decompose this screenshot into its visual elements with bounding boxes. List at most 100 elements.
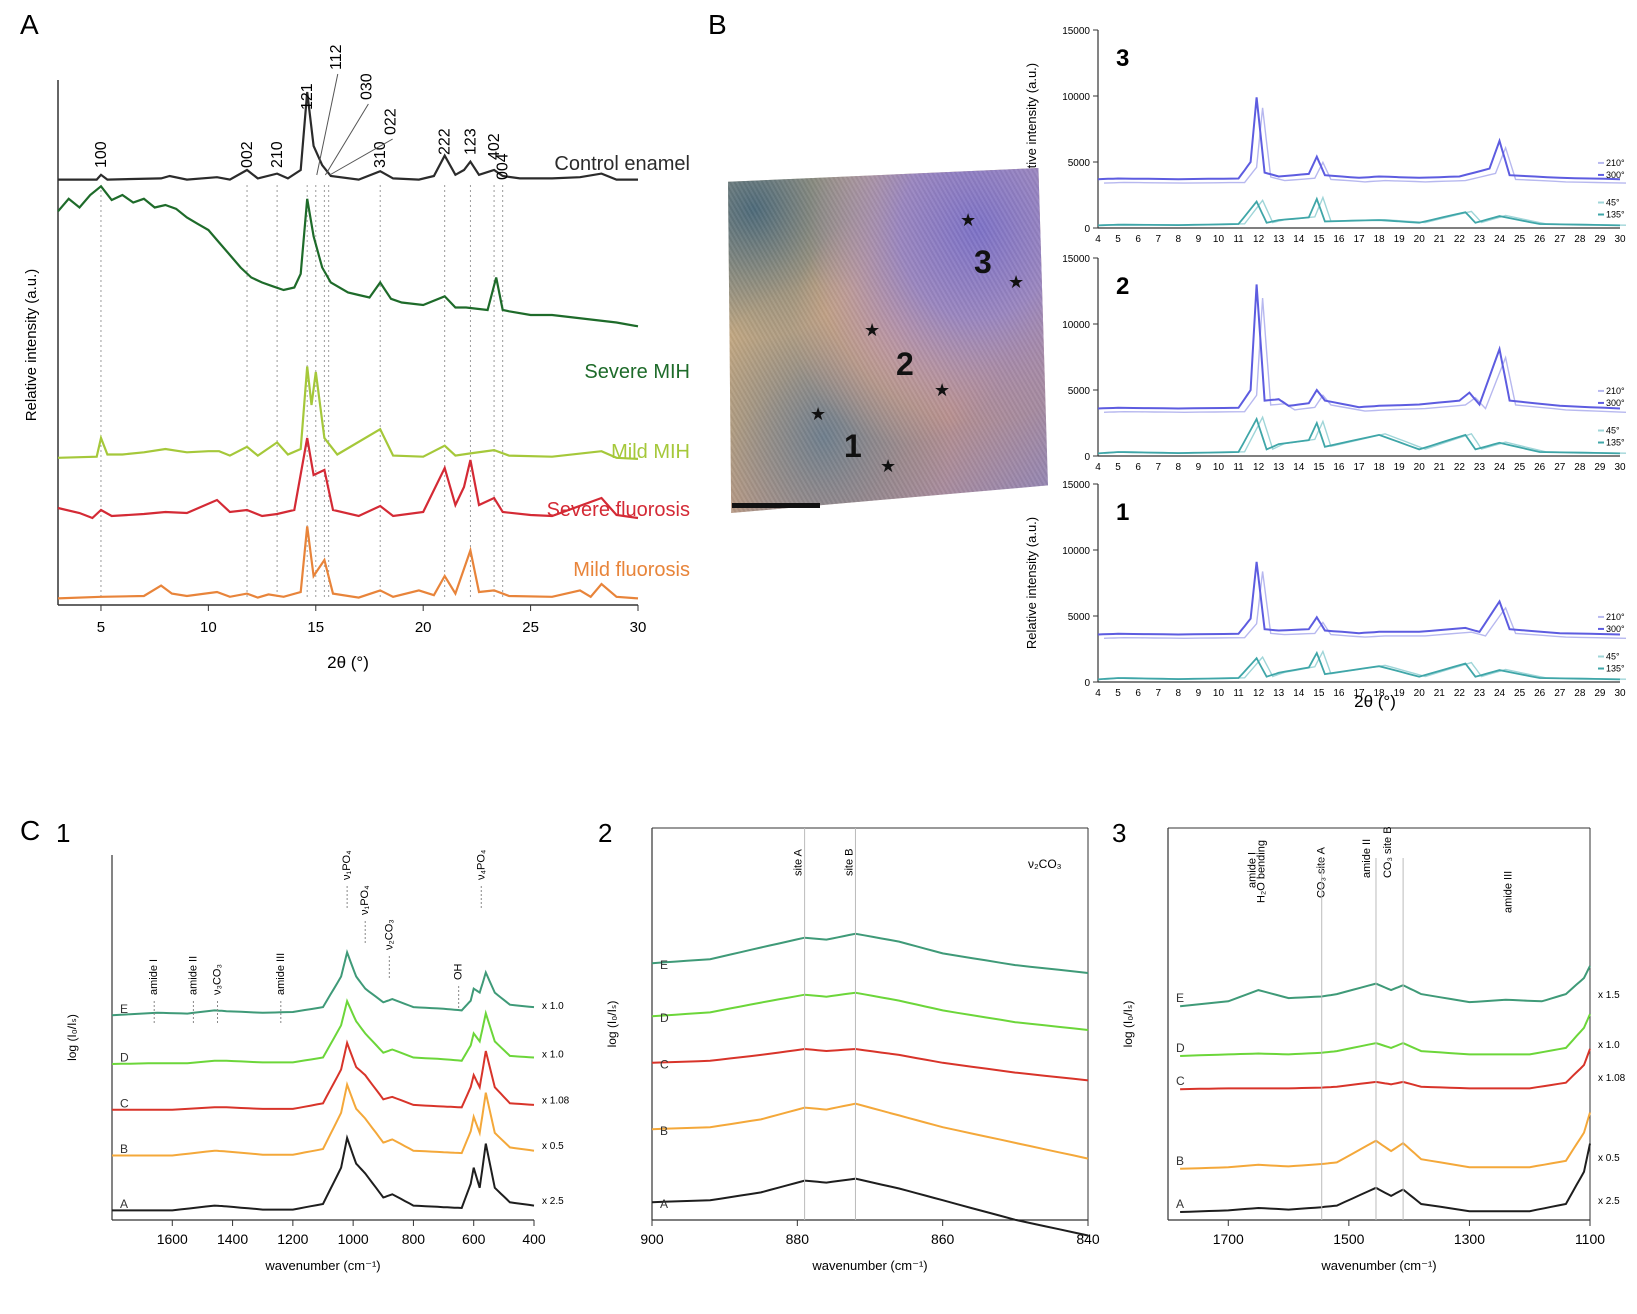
y-tick-label: 5000 xyxy=(1068,386,1091,397)
ftir-series-line xyxy=(111,949,535,1017)
raman-trace-135 xyxy=(1103,649,1627,680)
scale-factor-label: x 2.5 xyxy=(1598,1196,1620,1207)
ftir-series-line xyxy=(651,1102,1089,1160)
x-tick-label: 1600 xyxy=(157,1231,188,1247)
panel-c-sub-1: 1 xyxy=(56,818,70,848)
raman-ylabel: Relative intensity (a.u.) xyxy=(1024,63,1039,195)
raman-trace-210 xyxy=(1097,97,1621,181)
ftir-series-line xyxy=(112,1039,535,1111)
ftir-series-line xyxy=(1180,1048,1591,1091)
scale-factor-label: x 0.5 xyxy=(1598,1153,1620,1164)
peak-label: 002 xyxy=(239,141,256,168)
peak-label: 022 xyxy=(383,108,400,135)
ftir-series-line xyxy=(651,932,1089,974)
ftir-series-label: B xyxy=(1176,1154,1184,1168)
photo-marker: ★ xyxy=(810,404,827,424)
x-tick-label: 16 xyxy=(1333,234,1345,245)
x-tick-label: 1000 xyxy=(338,1231,369,1247)
x-tick-label: 20 xyxy=(1414,688,1426,699)
peak-label: 123 xyxy=(462,128,479,155)
peak-label: 310 xyxy=(372,141,389,168)
x-tick-label: 800 xyxy=(402,1231,426,1247)
x-tick-label: 17 xyxy=(1353,234,1365,245)
x-tick-label: 1200 xyxy=(277,1231,308,1247)
x-tick-label: 22 xyxy=(1454,234,1466,245)
raman-trace-45 xyxy=(1097,650,1621,681)
photo-marker: ★ xyxy=(960,210,977,230)
panel-b-xlabel: 2θ (°) xyxy=(1354,692,1396,711)
x-tick-label: 25 xyxy=(1514,234,1526,245)
x-tick-label: 16 xyxy=(1333,688,1345,699)
x-tick-label: 860 xyxy=(931,1231,955,1247)
x-tick-label: 25 xyxy=(1514,462,1526,473)
band-label: amide I xyxy=(1246,852,1258,888)
ftir-xlabel: wavenumber (cm⁻¹) xyxy=(264,1258,380,1273)
ftir-series-label: C xyxy=(660,1058,669,1072)
x-tick-label: 24 xyxy=(1494,462,1506,473)
xrd-series-line xyxy=(57,437,639,520)
ftir-series-line xyxy=(1180,1143,1591,1213)
x-tick-label: 21 xyxy=(1434,688,1446,699)
series-name: Mild fluorosis xyxy=(573,559,690,581)
scale-factor-label: x 1.5 xyxy=(1598,990,1620,1001)
ftir-series-line xyxy=(111,998,535,1065)
y-tick-label: 10000 xyxy=(1062,320,1090,331)
x-tick-label: 9 xyxy=(1196,234,1202,245)
x-tick-label: 23 xyxy=(1474,462,1486,473)
band-label: amide I xyxy=(148,959,160,995)
scale-factor-label: x 2.5 xyxy=(542,1196,564,1207)
panel-c-sub-3: 3 xyxy=(1112,818,1126,848)
ftir-series-label: C xyxy=(120,1096,129,1110)
legend-label: 210° xyxy=(1606,612,1625,622)
band-label: OH xyxy=(453,963,465,980)
x-tick-label: 4 xyxy=(1095,462,1101,473)
photo-region-2: 2 xyxy=(896,346,914,382)
xrd-series-line xyxy=(57,366,639,460)
ftir-series-line xyxy=(112,1080,535,1157)
ftir-series-line xyxy=(651,1177,1089,1237)
x-tick-label: 15 xyxy=(1313,462,1325,473)
x-tick-label: 22 xyxy=(1454,462,1466,473)
ftir-series-label: D xyxy=(660,1011,669,1025)
peak-label: 402 xyxy=(486,133,503,160)
x-tick-label: 7 xyxy=(1155,688,1161,699)
peak-label: 112 xyxy=(328,44,345,70)
x-tick-label: 20 xyxy=(415,619,432,636)
x-tick-label: 15 xyxy=(1313,688,1325,699)
ftir-series-label: A xyxy=(120,1197,128,1211)
raman-subplot-label: 1 xyxy=(1116,499,1129,526)
x-tick-label: 15 xyxy=(1313,234,1325,245)
band-label: ν₁PO₄ xyxy=(341,850,353,880)
x-tick-label: 11 xyxy=(1233,234,1244,245)
band-label: ν₂CO₃ xyxy=(383,919,395,950)
ftir-series-line xyxy=(651,1047,1089,1082)
x-tick-label: 26 xyxy=(1534,462,1546,473)
x-tick-label: 16 xyxy=(1333,462,1345,473)
legend-label: 210° xyxy=(1606,386,1625,396)
x-tick-label: 30 xyxy=(630,619,647,636)
peak-leader-line xyxy=(316,73,339,176)
photo-marker: ★ xyxy=(1008,272,1025,292)
x-tick-label: 10 xyxy=(1213,688,1225,699)
photo-marker: ★ xyxy=(864,320,881,340)
x-tick-label: 27 xyxy=(1554,234,1566,245)
band-label: amide III xyxy=(275,953,287,995)
photo-marker: ★ xyxy=(934,380,951,400)
raman-ylabel: Relative intensity (a.u.) xyxy=(1024,517,1039,649)
ftir-series-line xyxy=(1180,1013,1591,1057)
x-tick-label: 27 xyxy=(1554,688,1566,699)
ftir-series-label: E xyxy=(660,958,668,972)
panel-a-xlabel: 2θ (°) xyxy=(327,653,369,672)
x-tick-label: 400 xyxy=(522,1231,546,1247)
x-tick-label: 1300 xyxy=(1454,1231,1485,1247)
scale-factor-label: x 1.08 xyxy=(542,1095,570,1106)
x-tick-label: 28 xyxy=(1574,234,1586,245)
band-label: ν₁PO₄ xyxy=(359,885,371,915)
peak-label: 210 xyxy=(269,141,286,168)
x-tick-label: 8 xyxy=(1176,688,1182,699)
y-tick-label: 0 xyxy=(1084,678,1090,689)
raman-trace-300 xyxy=(1103,298,1627,414)
raman-trace-45 xyxy=(1097,416,1621,455)
y-tick-label: 15000 xyxy=(1062,480,1090,491)
x-tick-label: 24 xyxy=(1494,234,1506,245)
